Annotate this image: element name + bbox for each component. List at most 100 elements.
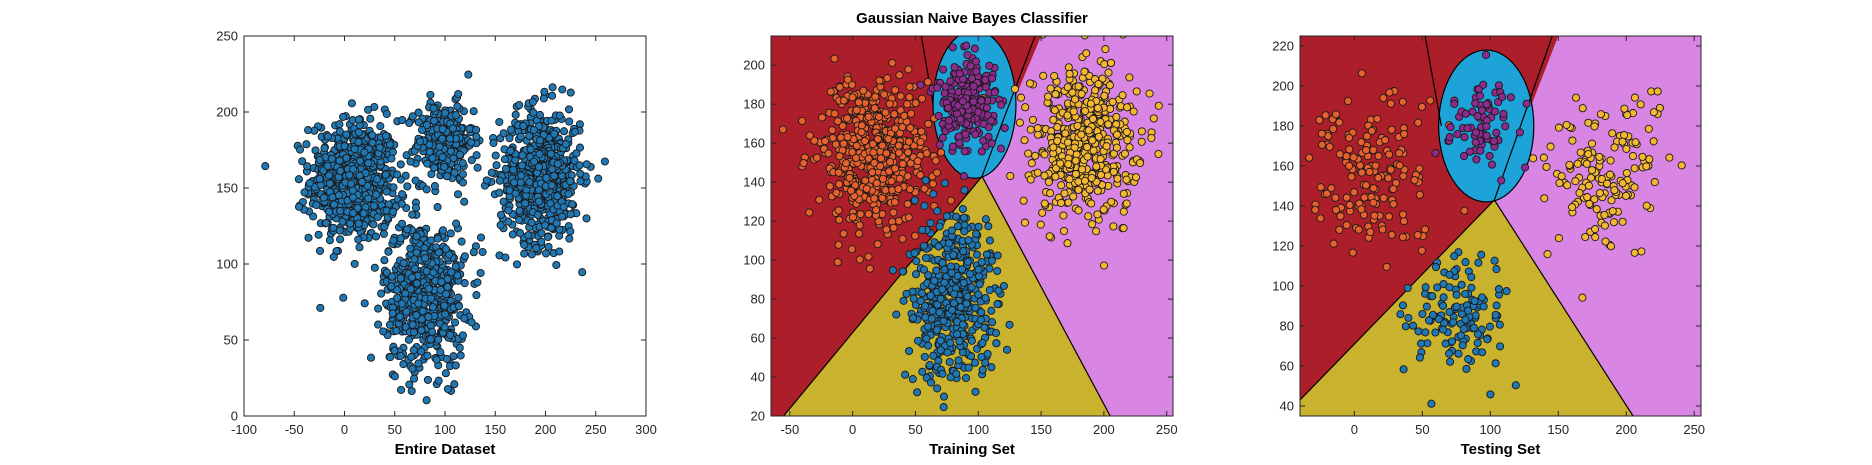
data-point (903, 172, 912, 181)
data-point (835, 215, 844, 224)
data-point (981, 293, 990, 302)
data-point (1119, 207, 1128, 216)
data-point (1562, 120, 1571, 129)
data-point (412, 311, 421, 320)
data-point (1063, 138, 1072, 147)
data-point (1389, 184, 1398, 194)
data-point (354, 235, 363, 244)
data-point (517, 171, 526, 180)
data-point (1459, 152, 1469, 161)
data-point (834, 206, 843, 215)
data-point (946, 262, 955, 271)
data-point (1529, 154, 1538, 163)
data-point (944, 103, 953, 112)
data-point (1362, 181, 1371, 190)
y-tick-label: 50 (224, 333, 238, 348)
data-point (961, 373, 971, 383)
data-point (1596, 110, 1605, 119)
data-point (1106, 104, 1115, 113)
data-point (1100, 91, 1109, 100)
data-point (1606, 156, 1615, 165)
data-point (1475, 91, 1484, 100)
data-point (1147, 133, 1156, 143)
data-point (1445, 133, 1454, 142)
data-point (1129, 107, 1138, 116)
data-point (1401, 322, 1410, 331)
data-point (917, 127, 926, 136)
data-point (409, 346, 418, 355)
data-point (374, 320, 383, 329)
data-point (926, 219, 935, 228)
data-point (472, 151, 481, 160)
data-point (1568, 136, 1577, 145)
data-point (856, 210, 865, 219)
data-point (1610, 143, 1619, 152)
data-point (1317, 140, 1327, 149)
data-point (465, 124, 474, 133)
data-point (1356, 161, 1365, 170)
data-point (1088, 220, 1097, 229)
data-point (1439, 325, 1448, 334)
data-point (909, 313, 918, 323)
data-point (933, 384, 942, 393)
data-point (864, 28, 871, 35)
data-point (1473, 112, 1482, 121)
data-point (1064, 198, 1073, 207)
data-point (928, 179, 938, 188)
data-point (1038, 208, 1047, 217)
data-point (1315, 116, 1324, 125)
data-point (1099, 261, 1109, 270)
data-point (1093, 186, 1102, 196)
data-point (329, 223, 338, 232)
data-point (335, 120, 344, 129)
y-tick-label: 100 (1272, 279, 1294, 294)
data-point (458, 159, 467, 168)
data-point (397, 385, 406, 394)
data-point (905, 346, 914, 356)
data-point (354, 128, 363, 137)
data-point (396, 160, 405, 169)
data-point (936, 346, 945, 355)
boundary-line (1493, 36, 1553, 201)
data-point (1431, 328, 1440, 337)
data-point (975, 280, 984, 289)
data-point (824, 149, 833, 158)
data-point (384, 247, 393, 256)
data-point (890, 110, 899, 119)
data-point (1123, 103, 1132, 112)
data-point (1650, 178, 1659, 187)
region-olive (783, 176, 1111, 416)
data-point (1083, 143, 1092, 152)
data-point (1590, 122, 1599, 131)
data-point (900, 111, 909, 120)
data-point (1033, 124, 1042, 133)
data-point (1653, 87, 1662, 96)
data-point (1573, 159, 1582, 168)
data-point (1490, 107, 1500, 116)
data-point (913, 388, 922, 397)
data-point (402, 307, 411, 316)
data-point (999, 281, 1008, 291)
data-point (1539, 153, 1548, 162)
data-point (390, 372, 399, 381)
data-point (825, 182, 834, 191)
data-point (552, 219, 561, 228)
data-point (1409, 321, 1418, 330)
data-point (869, 148, 878, 157)
data-point (1345, 133, 1354, 142)
data-point (438, 152, 447, 162)
data-point (455, 343, 464, 352)
data-point (1369, 145, 1378, 155)
data-point (1458, 341, 1467, 350)
data-point (805, 208, 814, 217)
data-point (1329, 124, 1338, 133)
data-point (1344, 96, 1353, 106)
data-point (919, 265, 929, 274)
data-point (339, 112, 348, 121)
data-point (440, 108, 450, 118)
data-point (1378, 225, 1387, 234)
data-point (1087, 173, 1096, 182)
data-point (1630, 93, 1639, 102)
data-point (993, 251, 1002, 260)
data-point (405, 118, 414, 128)
